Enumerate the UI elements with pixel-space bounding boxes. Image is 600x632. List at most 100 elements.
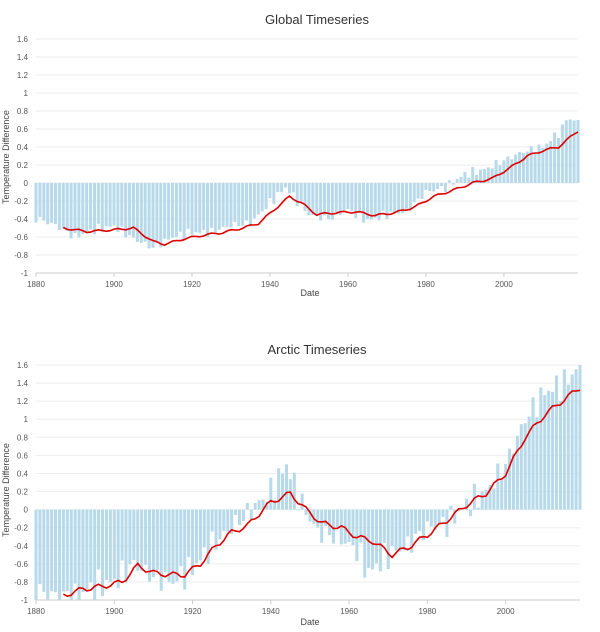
bar-1885 [53,183,58,225]
bar-1946 [291,183,295,193]
bar-1895 [93,509,97,600]
bar-2015 [562,369,566,510]
bar-1916 [175,509,179,582]
y-tick-label: 0.4 [17,469,29,478]
bar-1880 [34,183,38,223]
bar-1896 [97,509,101,570]
y-axis-label: Temperature Difference [1,443,11,537]
bar-1980 [424,183,428,190]
bar-1967 [374,509,379,564]
bar-1885 [54,509,58,593]
bar-1931 [233,183,237,222]
bar-1928 [222,509,226,531]
bar-1963 [358,183,362,212]
bar-2018 [572,120,576,183]
arctic-timeseries-chart: Arctic Timeseries 1.6 1.4 1.2 1 0.8 0.6 0.4 0.2… [0,330,600,632]
y-axis-label: Temperature Difference [1,110,11,204]
bar-1899 [108,509,112,583]
bar-1992 [471,166,475,183]
bar-1897 [100,183,104,233]
y-tick-label: 1 [24,415,29,424]
bar-1893 [85,509,89,590]
bar-1956 [330,183,334,220]
bar-1937 [256,183,260,215]
bar-1906 [135,183,139,242]
bar-1934 [245,183,249,221]
bar-1965 [367,509,371,568]
bar-1894 [89,183,93,230]
bar-1945 [288,479,292,510]
chart-title: Global Timeseries [265,12,370,27]
bar-2003 [514,154,518,183]
bar-1965 [365,183,369,220]
bar-2010 [543,395,547,510]
bar-1914 [167,509,171,583]
bar-1948 [299,183,303,202]
bar-2008 [535,417,539,510]
bar-1957 [334,183,338,213]
bar-1901 [116,509,120,589]
bar-1967 [373,183,377,218]
bar-1925 [209,183,213,228]
bar-1987 [453,509,457,524]
bar-1890 [73,183,77,234]
bar-1977 [414,509,418,534]
bar-2011 [547,390,551,510]
y-tick-label: 0.2 [17,161,29,170]
bar-2013 [555,375,559,510]
y-tick-label: 0.4 [17,143,29,152]
bar-1991 [467,177,471,183]
bar-1882 [42,509,46,592]
bar-1928 [221,183,225,227]
bar-1902 [120,509,124,561]
x-tick-label: 1960 [339,280,357,289]
bar-1964 [363,509,367,578]
bar-1982 [433,509,437,530]
bar-2011 [545,143,549,183]
bar-1964 [362,183,366,223]
bar-1998 [496,463,500,510]
y-tick-label: -0.4 [14,215,28,224]
bar-1900 [112,183,116,226]
bar-1950 [307,183,311,216]
bar-1905 [131,183,135,238]
bar-1981 [429,509,433,527]
bar-1936 [253,503,257,510]
bar-1955 [328,509,332,536]
y-tick-label: 1.2 [17,71,29,80]
bar-2005 [521,152,525,183]
bar-2017 [570,374,574,510]
bar-2018 [574,369,578,510]
bar-1889 [69,183,73,239]
bar-1944 [284,464,288,510]
bar-1884 [50,509,54,592]
bar-1951 [312,509,316,524]
bar-1887 [61,183,65,229]
bar-1992 [472,483,476,510]
bar-1954 [324,509,328,526]
bar-1923 [202,183,206,231]
bar-1968 [377,183,381,221]
bar-1956 [331,509,335,544]
bar-1984 [440,183,444,187]
bar-1963 [359,509,363,543]
bar-1900 [112,509,116,580]
bar-1971 [390,509,394,547]
bar-1988 [457,509,461,512]
bar-1913 [163,183,167,239]
bar-1941 [273,500,277,510]
bar-1968 [378,509,382,572]
bar-2016 [566,384,570,510]
y-tick-label: -0.2 [14,197,28,206]
bar-1975 [404,183,408,209]
bar-1907 [140,509,144,571]
y-tick-label: -0.4 [14,542,28,551]
bar-2008 [533,153,537,183]
x-axis-label: Date [300,288,319,298]
bar-1886 [57,183,61,231]
bar-1901 [116,183,120,232]
bar-1966 [371,509,375,570]
bar-1991 [468,509,472,517]
bar-1888 [65,509,69,592]
bar-1924 [206,183,210,238]
